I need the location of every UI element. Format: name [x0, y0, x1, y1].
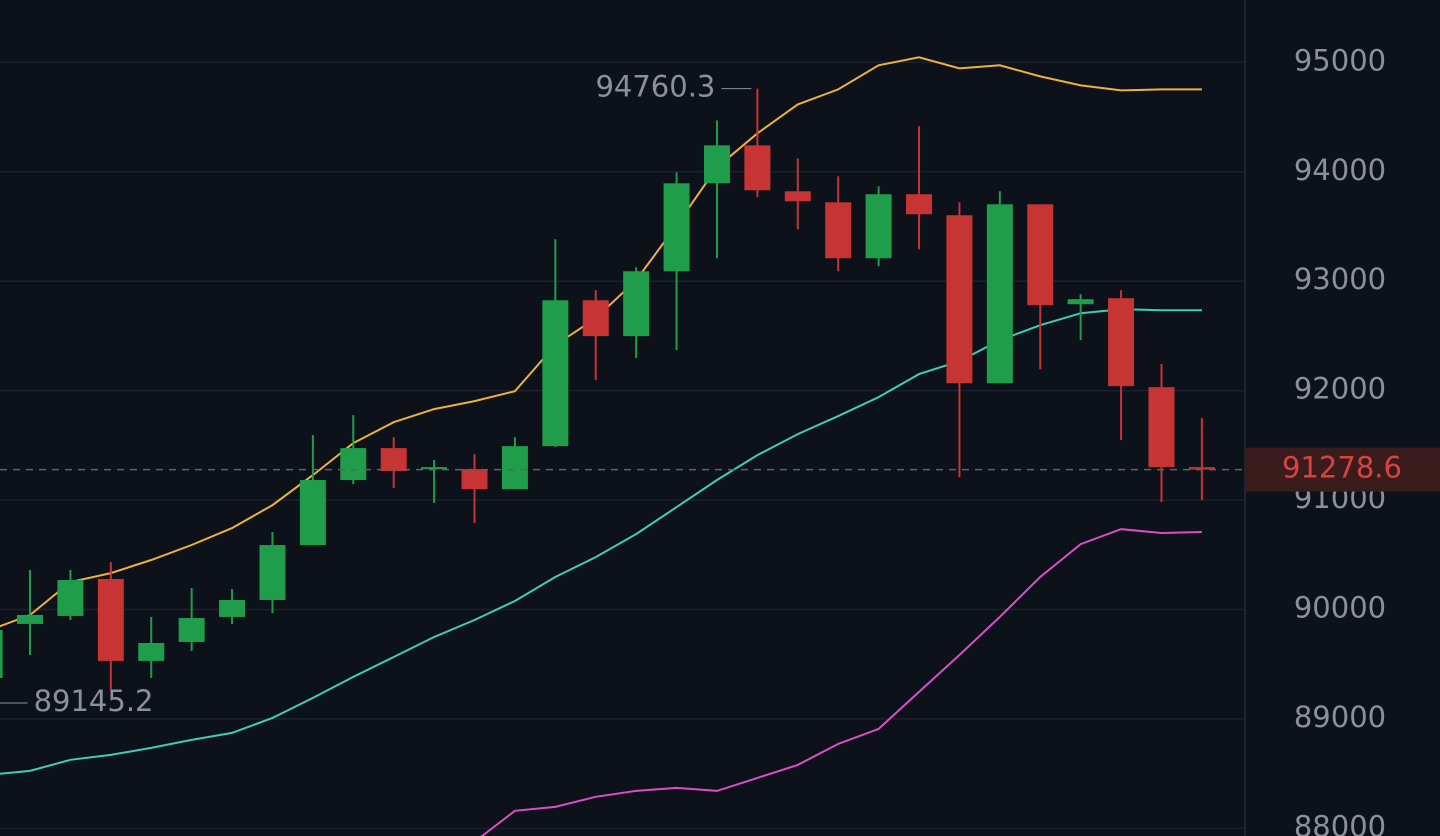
candle-body	[299, 480, 326, 546]
candle-body	[542, 300, 569, 447]
candle-body	[57, 580, 84, 616]
candle-body	[1148, 387, 1175, 468]
candle-body	[259, 545, 286, 600]
candle-body	[17, 614, 43, 624]
candle-body	[946, 215, 973, 384]
candle-body	[1027, 204, 1054, 306]
y-tick-label: 90000	[1294, 590, 1386, 624]
candle-body	[0, 629, 3, 678]
y-tick-label: 89000	[1294, 700, 1386, 734]
candle-body	[825, 202, 852, 259]
y-tick-label: 92000	[1294, 372, 1386, 406]
candle-body	[1067, 299, 1094, 305]
candle-body	[865, 194, 892, 259]
candle-body	[380, 448, 407, 472]
y-tick-label: 94000	[1294, 153, 1386, 187]
candle-body	[1188, 467, 1215, 470]
candle-body	[461, 469, 488, 490]
candle-body	[744, 145, 771, 191]
candle-body	[784, 191, 811, 202]
candle-body	[663, 183, 690, 272]
candle-body	[501, 446, 528, 490]
candle-body	[906, 194, 933, 215]
current-price-tag	[1245, 447, 1440, 492]
high-label: 94760.3	[595, 70, 715, 104]
candle-body	[97, 578, 124, 661]
candle-body	[138, 642, 165, 661]
candle-body	[623, 271, 650, 337]
plot-area	[0, 56, 1245, 836]
candle-body	[219, 599, 246, 617]
candle-body	[703, 145, 730, 184]
candle-body	[1108, 298, 1135, 387]
candle-body	[178, 618, 205, 642]
candle-body	[986, 204, 1013, 384]
y-tick-label: 95000	[1294, 43, 1386, 77]
ma-line	[480, 528, 1202, 836]
current-price-label: 91278.6	[1282, 451, 1402, 485]
y-tick-label: 93000	[1294, 262, 1386, 296]
candle-body	[582, 300, 609, 337]
y-tick-label: 88000	[1294, 809, 1386, 836]
candle-body	[421, 467, 448, 470]
candle-body	[340, 448, 367, 481]
low-label: 89145.2	[34, 684, 154, 718]
